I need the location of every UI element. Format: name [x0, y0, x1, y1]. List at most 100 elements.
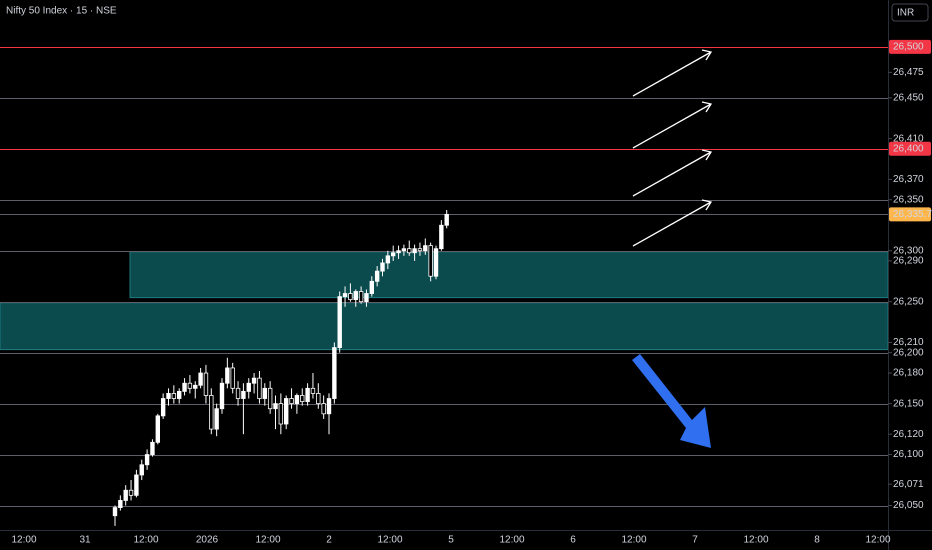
price-badge [889, 207, 931, 222]
candle-body [273, 403, 278, 410]
candle-body [369, 280, 374, 294]
price-label: 26,450 [893, 92, 924, 103]
candle-body [150, 441, 155, 455]
candle-body [321, 403, 326, 415]
levels [0, 47, 888, 507]
candle-body [193, 384, 198, 389]
candle-body [439, 224, 444, 250]
candle-body [230, 367, 235, 389]
time-label: 31 [79, 535, 91, 546]
candle-body [235, 387, 241, 399]
candle-body [123, 489, 128, 501]
candle-body [423, 245, 428, 252]
arrow-down [632, 354, 711, 448]
time-label: 6 [570, 535, 576, 546]
candle-body [219, 382, 225, 410]
candle-body [401, 248, 407, 252]
candle-body [128, 489, 134, 496]
candle-body [112, 507, 118, 517]
candle-body [294, 395, 300, 405]
price-label: 26,071 [893, 479, 924, 490]
arrow-up [632, 49, 713, 97]
candle-body [332, 347, 337, 399]
candle-body [348, 293, 353, 301]
time-label: 12:00 [255, 535, 280, 546]
candle-body [139, 464, 144, 476]
time-label: 12:00 [621, 535, 646, 546]
candle-body [310, 387, 316, 394]
price-label: 26,050 [893, 500, 924, 511]
price-label: 26,210 [893, 337, 924, 348]
candle-body [160, 398, 166, 417]
time-label: 2 [326, 535, 332, 546]
arrow-up [632, 101, 713, 149]
candle-body [182, 382, 187, 392]
candles [112, 209, 449, 526]
candle-body [385, 255, 391, 264]
candle-body [257, 377, 262, 399]
candle-body [118, 500, 123, 508]
candle-body [187, 382, 193, 389]
candle-body [198, 372, 203, 386]
candle-body [428, 245, 433, 277]
candle-body [316, 393, 321, 405]
price-label: 26,350 [893, 194, 924, 205]
candle-body [433, 248, 439, 277]
candle-body [342, 293, 348, 297]
price-label: 26,300 [893, 245, 924, 256]
zone [0, 302, 889, 351]
time-label: 8 [814, 535, 820, 546]
candle-body [417, 248, 423, 252]
candle-body [326, 398, 332, 415]
candle-body [241, 390, 246, 399]
candle-body [283, 398, 289, 425]
candle-body [176, 390, 182, 399]
time-label: 12:00 [865, 535, 890, 546]
candle-body [396, 250, 401, 254]
price-badge [889, 141, 931, 156]
time-label: 2026 [196, 535, 219, 546]
candle-body [300, 395, 305, 402]
zones [0, 251, 889, 351]
candle-body [305, 387, 310, 402]
price-label: 26,120 [893, 429, 924, 440]
candle-body [358, 291, 364, 303]
time-label: 12:00 [377, 535, 402, 546]
candle-body [444, 213, 449, 226]
candle-body [289, 398, 294, 405]
candle-body [209, 395, 214, 430]
candle-body [390, 252, 396, 257]
candle-body [203, 372, 209, 396]
price-label: 26,500 [893, 42, 924, 53]
currency-button[interactable] [891, 3, 929, 22]
price-label: 26,250 [893, 296, 924, 307]
price-label: 26,370 [893, 174, 924, 185]
candle-body [155, 415, 160, 443]
candle-body [246, 382, 251, 392]
currency-label: INR [897, 8, 914, 19]
candle-body [267, 387, 273, 410]
candle-body [144, 454, 150, 466]
time-label: 12:00 [499, 535, 524, 546]
candle-body [380, 262, 385, 272]
candle-body [407, 248, 412, 254]
candle-body [412, 248, 417, 254]
candle-body [214, 408, 219, 430]
price-label: 26,410 [893, 133, 924, 144]
time-label: 12:00 [743, 535, 768, 546]
arrow-up [632, 199, 713, 247]
zone [129, 251, 889, 299]
time-label: 5 [448, 535, 454, 546]
time-label: 12:00 [11, 535, 36, 546]
price-badge [889, 39, 931, 54]
candle-body [337, 296, 342, 348]
candle-body [262, 387, 267, 399]
candle-body [278, 403, 284, 425]
drawings [632, 49, 713, 247]
price-label: 26,100 [893, 449, 924, 460]
price-label: 26,290 [893, 256, 924, 267]
candle-body [353, 291, 358, 301]
